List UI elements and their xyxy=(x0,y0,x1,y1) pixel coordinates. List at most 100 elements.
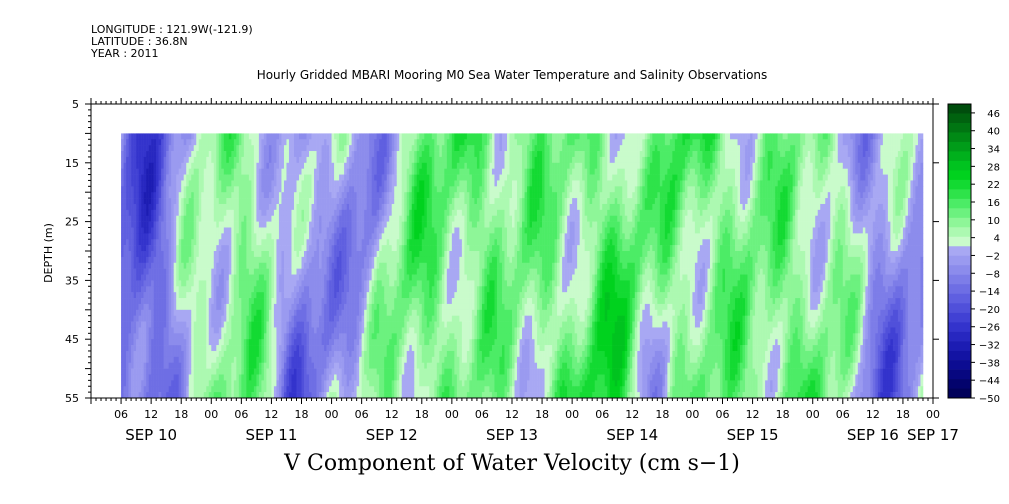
heatmap-cell xyxy=(359,180,362,187)
heatmap-cell xyxy=(336,133,340,140)
heatmap-cell xyxy=(263,227,267,234)
heatmap-cell xyxy=(384,139,388,146)
heatmap-cell xyxy=(243,203,247,211)
heatmap-cell xyxy=(166,215,169,222)
heatmap-cell xyxy=(188,350,192,358)
heatmap-cell xyxy=(146,156,149,164)
heatmap-cell xyxy=(329,356,332,364)
heatmap-cell xyxy=(193,221,197,228)
heatmap-cell xyxy=(374,339,377,346)
heatmap-cell xyxy=(364,350,367,358)
heatmap-cell xyxy=(171,315,174,322)
heatmap-cell xyxy=(131,156,134,164)
heatmap-cell xyxy=(143,345,147,352)
heatmap-cell xyxy=(301,286,305,293)
heatmap-cell xyxy=(273,245,277,252)
heatmap-cell xyxy=(176,215,180,222)
heatmap-cell xyxy=(211,156,215,164)
heatmap-cell xyxy=(133,303,137,311)
heatmap-cell xyxy=(203,327,207,334)
heatmap-cell xyxy=(173,268,177,275)
heatmap-cell xyxy=(326,209,330,217)
heatmap-cell xyxy=(133,221,137,228)
heatmap-cell xyxy=(208,392,212,399)
heatmap-cell xyxy=(293,315,297,322)
heatmap-cell xyxy=(123,356,127,364)
heatmap-cell xyxy=(151,256,154,264)
heatmap-cell xyxy=(166,286,169,293)
heatmap-cell xyxy=(211,374,215,381)
heatmap-cell xyxy=(208,227,212,234)
heatmap-cell xyxy=(316,215,320,222)
heatmap-cell xyxy=(223,386,227,393)
heatmap-cell xyxy=(376,262,380,269)
heatmap-cell xyxy=(196,162,200,169)
heatmap-cell xyxy=(258,339,262,346)
heatmap-cell xyxy=(218,145,222,152)
heatmap-cell xyxy=(151,303,154,311)
heatmap-cell xyxy=(123,198,127,205)
heatmap-cell xyxy=(143,186,147,193)
heatmap-cell xyxy=(291,186,295,193)
heatmap-cell xyxy=(319,168,322,175)
heatmap-cell xyxy=(256,280,260,287)
heatmap-cell xyxy=(293,333,297,340)
heatmap-cell xyxy=(248,350,252,358)
heatmap-cell xyxy=(351,303,355,311)
heatmap-cell xyxy=(396,209,400,217)
heatmap-cell xyxy=(349,209,352,217)
heatmap-cell xyxy=(319,321,322,328)
heatmap-cell xyxy=(131,345,134,352)
heatmap-cell xyxy=(339,392,342,399)
heatmap-cell xyxy=(201,239,205,246)
heatmap-cell xyxy=(233,286,237,293)
heatmap-cell xyxy=(389,133,393,140)
heatmap-cell xyxy=(326,133,330,140)
heatmap-cell xyxy=(188,209,192,217)
heatmap-cell xyxy=(371,286,375,293)
heatmap-cell xyxy=(268,356,272,364)
heatmap-cell xyxy=(181,350,185,358)
heatmap-cell xyxy=(301,239,305,246)
heatmap-cell xyxy=(178,221,182,228)
heatmap-cell xyxy=(331,356,335,364)
heatmap-cell xyxy=(238,356,242,364)
heatmap-cell xyxy=(293,180,297,187)
heatmap-cell xyxy=(366,345,370,352)
heatmap-cell xyxy=(221,227,225,234)
heatmap-cell xyxy=(166,321,169,328)
heatmap-cell xyxy=(371,380,375,387)
heatmap-cell xyxy=(369,156,372,164)
heatmap-cell xyxy=(361,321,365,328)
heatmap-cell xyxy=(153,239,157,246)
heatmap-cell xyxy=(251,145,255,152)
heatmap-cell xyxy=(286,221,290,228)
heatmap-cell xyxy=(336,268,340,275)
heatmap-cell xyxy=(253,233,257,240)
heatmap-cell xyxy=(138,368,142,375)
heatmap-cell xyxy=(349,221,352,228)
heatmap-cell xyxy=(138,327,142,334)
heatmap-cell xyxy=(148,327,152,334)
heatmap-cell xyxy=(371,221,375,228)
heatmap-cell xyxy=(278,168,282,175)
heatmap-cell xyxy=(288,139,292,146)
heatmap-cell xyxy=(258,227,262,234)
heatmap-cell xyxy=(361,180,365,187)
heatmap-cell xyxy=(341,215,345,222)
heatmap-cell xyxy=(156,198,159,205)
heatmap-cell xyxy=(148,362,152,369)
heatmap-cell xyxy=(331,280,335,287)
heatmap-cell xyxy=(339,162,342,169)
heatmap-cell xyxy=(246,333,250,340)
heatmap-cell xyxy=(148,221,152,228)
heatmap-cell xyxy=(319,145,322,152)
heatmap-cell xyxy=(208,215,212,222)
heatmap-cell xyxy=(263,350,267,358)
heatmap-cell xyxy=(241,145,245,152)
heatmap-cell xyxy=(376,362,380,369)
heatmap-cell xyxy=(198,309,202,316)
heatmap-cell xyxy=(238,174,242,181)
heatmap-cell xyxy=(141,374,144,381)
heatmap-cell xyxy=(151,374,154,381)
